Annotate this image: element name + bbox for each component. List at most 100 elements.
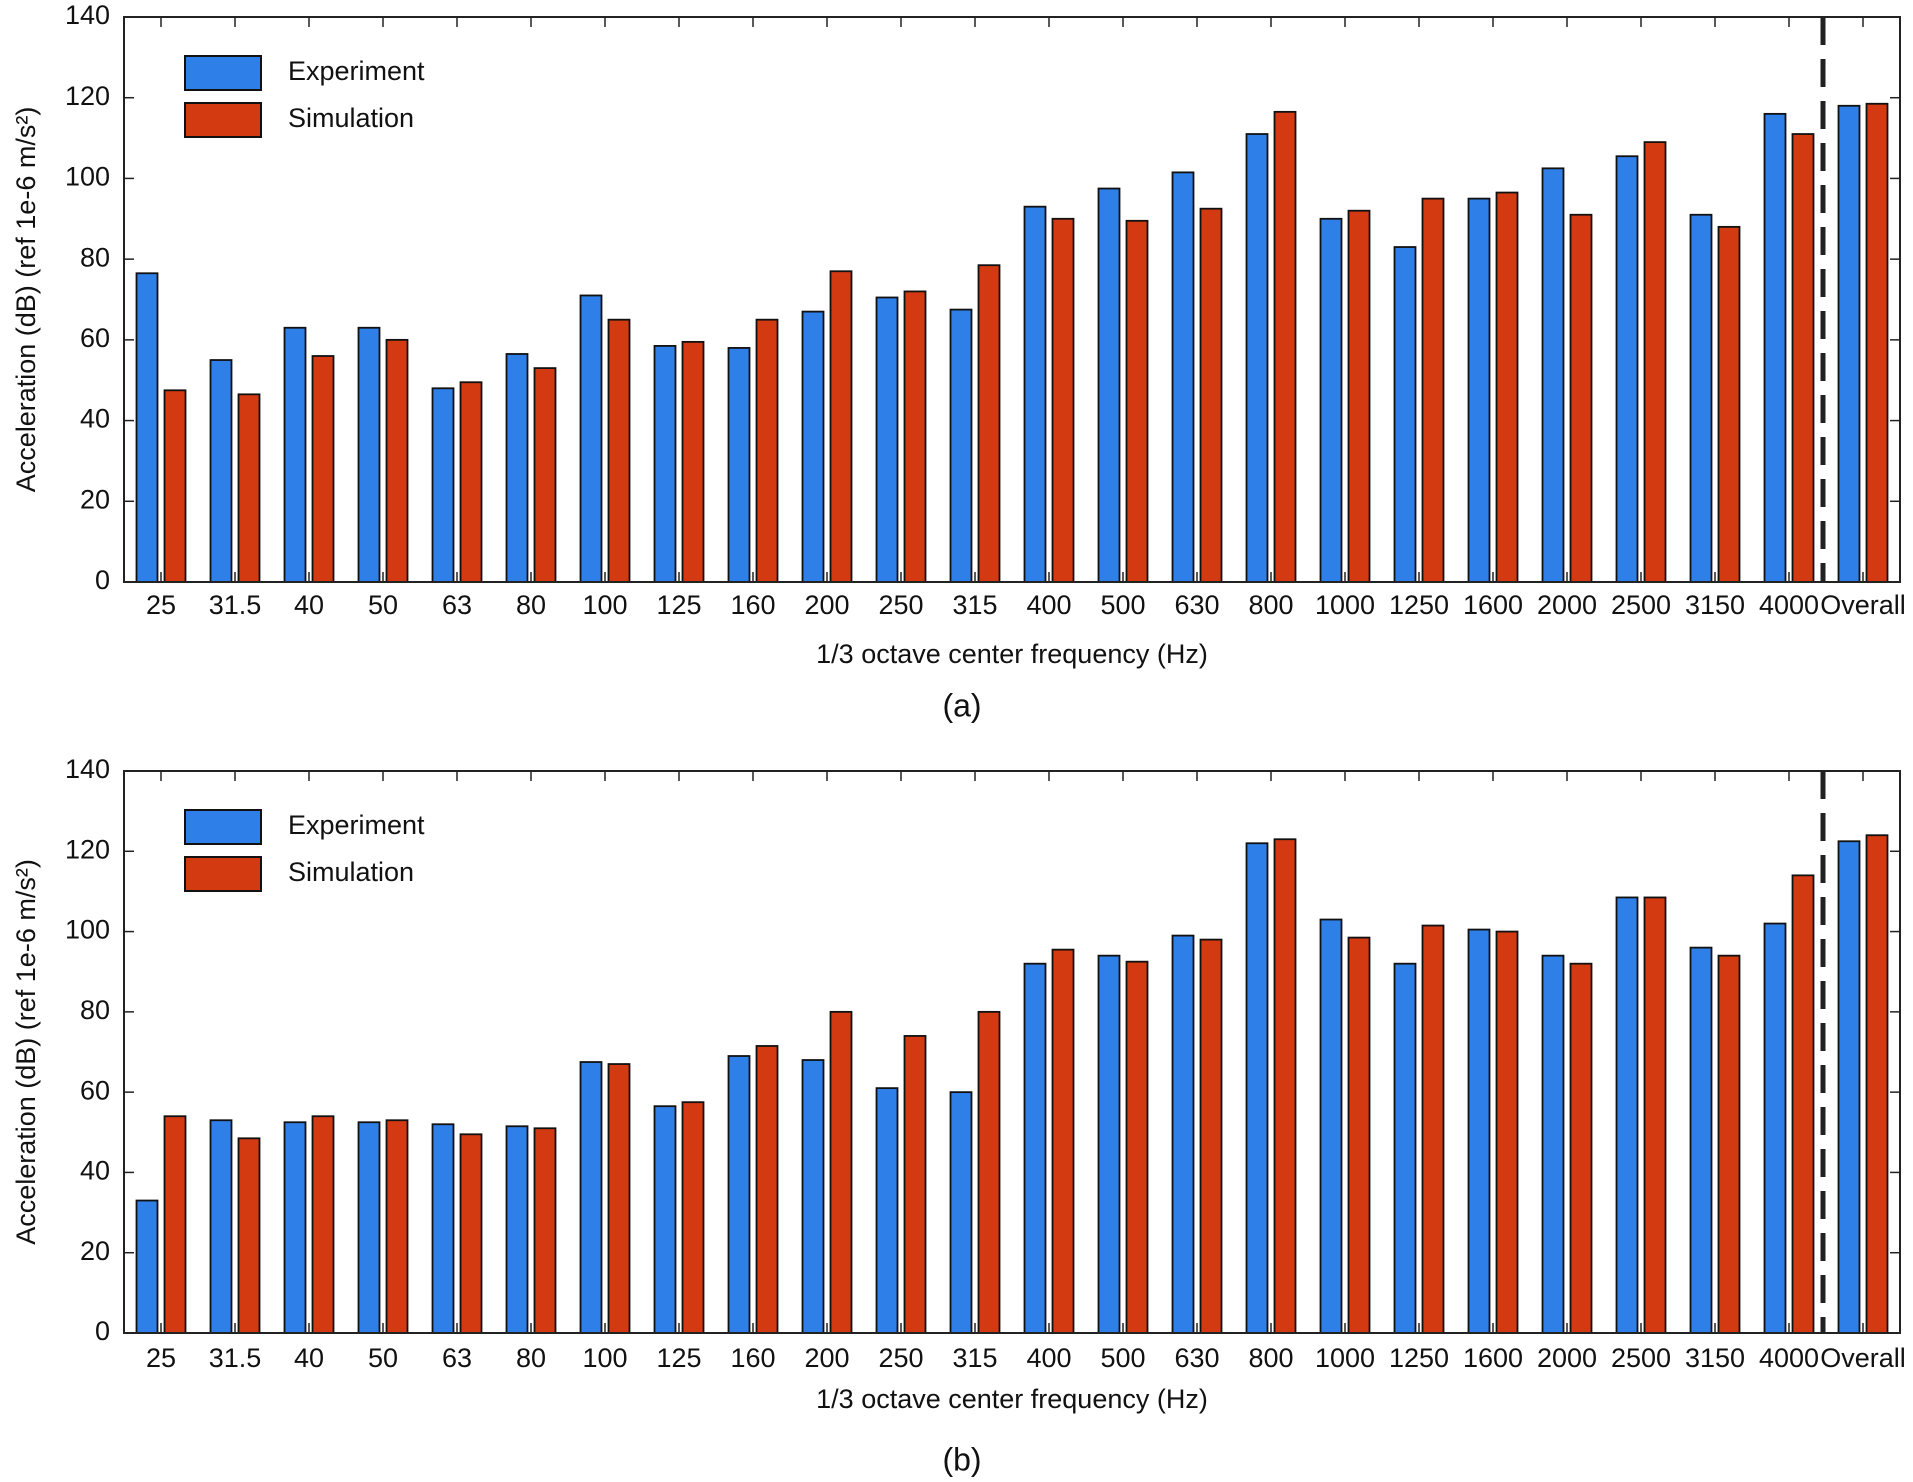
x-tick-label: 400 [1026,1343,1071,1373]
x-tick-label: 1250 [1389,1343,1449,1373]
bar [1125,960,1149,1334]
bar [1865,102,1889,583]
x-tick-label: 4000 [1759,590,1819,620]
bar [1689,213,1713,583]
x-tick-label: 1600 [1463,590,1523,620]
bar [977,264,1001,583]
bar [1717,954,1741,1334]
bar [1319,217,1343,583]
x-tick-label: 630 [1174,590,1219,620]
x-tick-label: 31.5 [209,590,262,620]
x-tick-label: 500 [1100,1343,1145,1373]
bar [875,1087,899,1334]
bar [1393,246,1417,583]
bar [681,1101,705,1334]
bar [1347,209,1371,583]
bar [1097,187,1121,583]
bar [311,355,335,583]
x-tick-label: 3150 [1685,590,1745,620]
bar [579,294,603,583]
bar [209,1119,233,1334]
bar [1791,133,1815,583]
x-tick-label: 630 [1174,1343,1219,1373]
x-tick-label: 100 [582,590,627,620]
bar [311,1115,335,1334]
x-tick-label: 800 [1248,590,1293,620]
bar [237,1137,261,1334]
y-tick-label: 140 [65,754,110,784]
bar [385,1119,409,1334]
x-tick-label: 1000 [1315,1343,1375,1373]
bar [1763,112,1787,583]
x-tick-label: 80 [516,1343,546,1373]
bar [1495,930,1519,1334]
y-tick-label: 120 [65,81,110,111]
bar [1541,167,1565,583]
bar [1837,840,1861,1334]
bar [385,338,409,583]
y-tick-label: 80 [80,242,110,272]
bar [829,270,853,583]
legend-label: Simulation [288,103,414,133]
x-tick-label: 100 [582,1343,627,1373]
x-tick-label: 40 [294,590,324,620]
x-tick-label: 50 [368,1343,398,1373]
bar [431,387,455,583]
x-tick-label: 250 [878,1343,923,1373]
x-tick-label: 200 [804,1343,849,1373]
y-tick-label: 20 [80,484,110,514]
bar [903,290,927,583]
x-tick-label: 3150 [1685,1343,1745,1373]
x-tick-label: 160 [730,590,775,620]
bar [283,1121,307,1334]
x-tick-label: 40 [294,1343,324,1373]
bar [135,272,159,583]
x-tick-label: 1250 [1389,590,1449,620]
bar [1615,896,1639,1334]
legend-label: Experiment [288,810,425,840]
x-tick-label: 63 [442,590,472,620]
bar [1393,962,1417,1334]
y-tick-label: 40 [80,1156,110,1186]
bar [1615,155,1639,583]
bar [135,1199,159,1334]
bar [1541,954,1565,1334]
x-tick-label: 2500 [1611,590,1671,620]
bar [829,1010,853,1334]
x-tick-label: 50 [368,590,398,620]
bar [1569,213,1593,583]
bar [1791,874,1815,1334]
bar [1273,110,1297,583]
x-tick-label: 125 [656,1343,701,1373]
x-tick-label: 4000 [1759,1343,1819,1373]
x-tick-label: 25 [146,1343,176,1373]
x-tick-label: 2500 [1611,1343,1671,1373]
legend-label: Experiment [288,56,425,86]
x-tick-label: 200 [804,590,849,620]
bar [1245,133,1269,583]
y-tick-label: 60 [80,323,110,353]
x-tick-label: 80 [516,590,546,620]
x-tick-label: 250 [878,590,923,620]
bar [1421,197,1445,583]
legend-label: Simulation [288,857,414,887]
x-tick-label: 2000 [1537,1343,1597,1373]
bar [357,326,381,583]
bar [801,1059,825,1334]
legend-swatch [184,809,262,845]
bar [533,1127,557,1334]
bar [875,296,899,583]
bar [607,318,631,583]
y-tick-label: 100 [65,915,110,945]
x-tick-label: 315 [952,1343,997,1373]
bar [1495,191,1519,583]
bar [431,1123,455,1334]
bar [1051,948,1075,1334]
legend-swatch [184,55,262,91]
x-tick-label: 25 [146,590,176,620]
x-tick-label: 315 [952,590,997,620]
y-tick-label: 140 [65,0,110,30]
bar [1643,141,1667,583]
